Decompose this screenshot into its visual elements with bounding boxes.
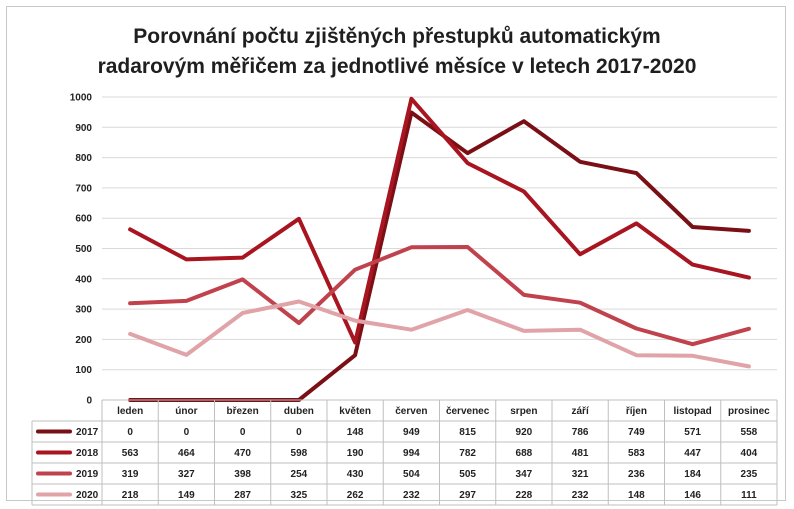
table-cell: 297 — [459, 490, 476, 501]
table-cell: 920 — [516, 427, 533, 438]
legend-label-2018: 2018 — [76, 448, 99, 459]
series-line-2019 — [128, 245, 751, 347]
category-label: leden — [117, 406, 143, 417]
category-label: květen — [339, 406, 371, 417]
plot-area: 0 100 200 300 400 500 600 700 800 900 1000 — [70, 93, 777, 407]
table-cell: 184 — [684, 469, 701, 480]
y-tick-label: 800 — [75, 153, 92, 164]
table-cell: 558 — [741, 427, 758, 438]
table-cell: 236 — [628, 469, 645, 480]
table-cell: 505 — [459, 469, 476, 480]
table-cell: 404 — [741, 448, 758, 459]
table-cell: 949 — [403, 427, 420, 438]
table-cell: 254 — [291, 469, 308, 480]
table-cell: 447 — [684, 448, 701, 459]
category-label: říjen — [626, 406, 647, 417]
table-cell: 232 — [403, 490, 420, 501]
table-cell: 464 — [178, 448, 195, 459]
category-label: únor — [175, 406, 197, 417]
table-cell: 0 — [296, 427, 302, 438]
table-cell: 146 — [684, 490, 701, 501]
table-cell: 470 — [234, 448, 251, 459]
category-label: prosinec — [728, 406, 770, 417]
table-cell: 481 — [572, 448, 589, 459]
table-cell: 319 — [122, 469, 139, 480]
table-cell: 994 — [403, 448, 420, 459]
series-line-2018 — [128, 96, 751, 345]
legend-label-2019: 2019 — [76, 469, 99, 480]
table-cell: 148 — [628, 490, 645, 501]
table-cell: 398 — [234, 469, 251, 480]
y-tick-label: 700 — [75, 183, 92, 194]
table-cell: 232 — [572, 490, 589, 501]
table-cell: 749 — [628, 427, 645, 438]
table-cell: 190 — [347, 448, 364, 459]
category-label: září — [572, 406, 590, 417]
table-cell: 563 — [122, 448, 139, 459]
table-cell: 347 — [516, 469, 533, 480]
table-cell: 0 — [184, 427, 190, 438]
chart-title-line-1: Porovnání počtu zjištěných přestupků aut… — [133, 25, 660, 48]
table-cell: 325 — [291, 490, 308, 501]
category-label: březen — [227, 406, 259, 417]
category-label: listopad — [673, 406, 711, 417]
y-tick-label: 400 — [75, 274, 92, 285]
table-cell: 583 — [628, 448, 645, 459]
table-cell: 786 — [572, 427, 589, 438]
table-cell: 228 — [516, 490, 533, 501]
category-label: červen — [395, 406, 427, 417]
table-cell: 598 — [291, 448, 308, 459]
table-cell: 430 — [347, 469, 364, 480]
chart-frame — [6, 6, 786, 501]
legend-label-2017: 2017 — [76, 427, 99, 438]
y-tick-label: 500 — [75, 244, 92, 255]
table-cell: 149 — [178, 490, 195, 501]
table-cell: 0 — [127, 427, 133, 438]
table-cell: 782 — [459, 448, 476, 459]
table-cell: 0 — [240, 427, 246, 438]
y-tick-label: 900 — [75, 123, 92, 134]
category-label: srpen — [510, 406, 537, 417]
data-table: leden únor březen duben květen červen červenec… — [31, 399, 778, 506]
table-cell: 321 — [572, 469, 589, 480]
y-tick-label: 100 — [75, 365, 92, 376]
table-cell: 148 — [347, 427, 364, 438]
y-tick-label: 300 — [75, 305, 92, 316]
table-cell: 504 — [403, 469, 420, 480]
table-cell: 688 — [516, 448, 533, 459]
category-label: červenec — [446, 406, 490, 417]
legend-label-2020: 2020 — [76, 490, 99, 501]
table-cell: 235 — [741, 469, 758, 480]
table-cell: 111 — [741, 490, 757, 501]
category-label: duben — [284, 406, 314, 417]
series-line-2020 — [128, 299, 751, 369]
y-tick-label: 600 — [75, 214, 92, 225]
table-cell: 218 — [122, 490, 139, 501]
table-cell: 327 — [178, 469, 195, 480]
y-tick-label: 0 — [86, 396, 92, 407]
table-cell: 571 — [684, 427, 701, 438]
chart-title-line-2: radarovým měřičem za jednotlivé měsíce v… — [98, 55, 697, 78]
y-tick-label: 1000 — [70, 93, 93, 104]
y-tick-label: 200 — [75, 335, 92, 346]
table-cell: 815 — [459, 427, 476, 438]
table-cell: 262 — [347, 490, 364, 501]
table-cell: 287 — [234, 490, 251, 501]
